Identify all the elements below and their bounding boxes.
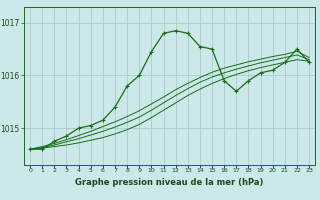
X-axis label: Graphe pression niveau de la mer (hPa): Graphe pression niveau de la mer (hPa) (76, 178, 264, 187)
